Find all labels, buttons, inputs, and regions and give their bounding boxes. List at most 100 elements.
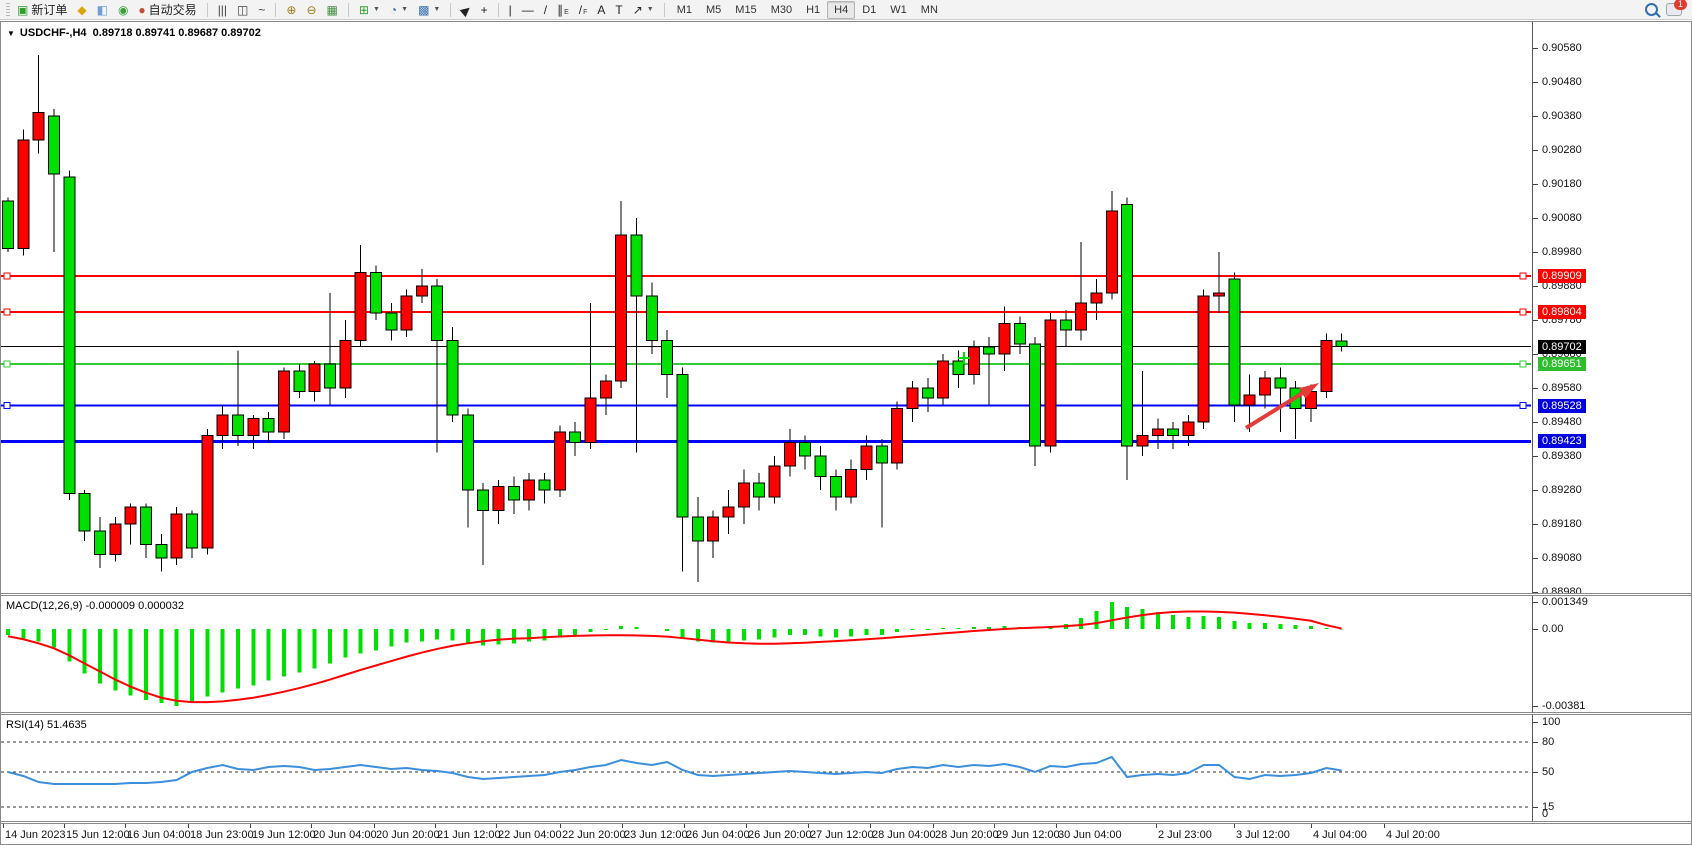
line-chart-icon[interactable]: ~	[253, 2, 270, 18]
toolbar-group-pointer: ▶ +	[456, 0, 492, 20]
macd-panel-divider[interactable]	[1, 593, 1691, 596]
arrows-dropdown-icon[interactable]: ▼	[646, 6, 654, 13]
candle-body-56	[860, 445, 873, 471]
auto-trading-button[interactable]: ● 自动交易	[133, 0, 201, 20]
chat-icon[interactable]: 1	[1666, 0, 1687, 16]
candle-body-28	[431, 285, 444, 341]
fibonacci-icon: /	[578, 2, 583, 17]
new-order-icon: ▣	[17, 2, 29, 17]
candle-body-64	[983, 346, 996, 355]
bar-chart-icon[interactable]: |||	[213, 2, 232, 18]
periods-dropdown-icon[interactable]: ▼	[401, 6, 409, 13]
time-axis[interactable]: 14 Jun 2023 15 Jun 12:00 16 Jun 04:00 18 Ju…	[1, 824, 1691, 844]
time-tick-mark	[188, 824, 189, 828]
templates-icon: ▩	[418, 2, 430, 17]
hline-marker-left-0.89528[interactable]	[3, 402, 11, 410]
candle-body-39	[599, 380, 612, 399]
y-tick-mark	[1533, 388, 1538, 389]
candle-body-62	[952, 360, 965, 375]
new-chart-icon[interactable]: ⊞ ▼	[354, 2, 385, 18]
y-tick-label: 0.90080	[1542, 212, 1582, 224]
periods-icon[interactable]: ◔ ▼	[385, 2, 413, 18]
rsi-plot[interactable]	[1, 715, 1531, 821]
timeframe-h4-button[interactable]: H4	[827, 0, 856, 19]
candle-body-11	[170, 513, 183, 559]
new-chart-dropdown-icon[interactable]: ▼	[372, 6, 380, 13]
y-tick-mark	[1533, 524, 1538, 525]
templates-icon[interactable]: ▩ ▼	[413, 2, 445, 18]
candlestick-chart-icon[interactable]: ◫	[232, 2, 253, 18]
candle-body-31	[477, 489, 490, 511]
tile-windows-icon[interactable]: ▦	[322, 2, 343, 18]
vertical-line-icon[interactable]: |	[504, 2, 517, 18]
candle-body-68	[1044, 319, 1057, 447]
timeframe-m15-button[interactable]: M15	[735, 3, 757, 16]
new-order-button[interactable]: ▣ 新订单	[12, 0, 72, 20]
timeframe-m30-button[interactable]: M30	[770, 3, 793, 16]
timeframe-mn-button[interactable]: MN	[920, 3, 938, 16]
timeframe-m1-button[interactable]: M1	[676, 3, 692, 16]
horizontal-line-icon[interactable]: —	[517, 2, 539, 18]
time-tick-mark	[3, 824, 4, 828]
hline-marker-right-0.89804[interactable]	[1519, 308, 1527, 316]
price-axis[interactable]: 0.90580 0.90480 0.90380 0.90280 0.90180 0.900…	[1533, 24, 1691, 598]
candle-body-79	[1213, 292, 1226, 297]
fibonacci-icon[interactable]: / F	[574, 2, 593, 18]
collapse-icon[interactable]: ▼	[7, 29, 15, 38]
hline-marker-left-0.89909[interactable]	[3, 272, 11, 280]
timeframe-d1-button[interactable]: D1	[862, 3, 877, 16]
macd-values: -0.000009 0.000032	[85, 600, 184, 612]
macd-signal-line	[7, 610, 1342, 704]
candle-body-40	[615, 234, 628, 382]
y-tick-label: 0.90580	[1542, 42, 1582, 54]
navigator-icon[interactable]: ◧	[92, 2, 113, 18]
toolbar-group-drawings: | — / ∥ E / F A T ↗ ▼	[504, 0, 659, 20]
y-tick-label: 0.90380	[1542, 110, 1582, 122]
cursor-icon[interactable]: ▶	[456, 1, 475, 18]
candle-body-35	[538, 479, 551, 491]
y-tick-mark	[1533, 490, 1538, 491]
text-icon[interactable]: A	[592, 2, 610, 18]
candle-body-20	[308, 363, 321, 392]
chat-badge: 1	[1674, 0, 1687, 10]
zoom-in-icon[interactable]: ⊕	[281, 2, 301, 18]
time-tick-label: 21 Jun 12:00	[437, 829, 501, 841]
macd-tick-label: -0.00381	[1542, 700, 1586, 712]
macd-plot[interactable]	[1, 596, 1531, 712]
y-tick-mark	[1533, 150, 1538, 151]
candle-body-38	[584, 397, 597, 443]
candle-body-71	[1090, 292, 1103, 304]
equidistant-channel-icon[interactable]: ∥ E	[552, 2, 574, 18]
market-watch-icon[interactable]: ◆	[72, 2, 91, 18]
candle-body-72	[1105, 210, 1118, 294]
y-tick-mark	[1533, 48, 1538, 49]
hline-marker-left-0.89651[interactable]	[3, 360, 11, 368]
rsi-panel-divider[interactable]	[1, 712, 1691, 715]
toolbar-group-trade: ▣ 新订单 ◆ ◧ ◉ ● 自动交易	[12, 0, 202, 20]
timeframe-m5-button[interactable]: M5	[706, 3, 722, 16]
templates-dropdown-icon[interactable]: ▼	[433, 6, 441, 13]
candle-body-70	[1075, 302, 1088, 331]
timeframe-h1-button[interactable]: H1	[806, 3, 821, 16]
zoom-out-icon[interactable]: ⊖	[301, 2, 321, 18]
search-icon[interactable]	[1645, 3, 1658, 16]
text-label-icon: T	[615, 2, 623, 17]
timeframe-w1-button[interactable]: W1	[890, 3, 907, 16]
candle-body-4	[63, 176, 76, 494]
arrows-icon[interactable]: ↗ ▼	[628, 2, 659, 18]
candle-body-59	[906, 387, 919, 409]
terminal-icon[interactable]: ◉	[113, 2, 133, 18]
hline-marker-left-0.89804[interactable]	[3, 308, 11, 316]
equidistant-channel-icon: ∥	[557, 2, 564, 17]
text-label-icon[interactable]: T	[610, 2, 627, 18]
hline-marker-right-0.89651[interactable]	[1519, 360, 1527, 368]
arrow-annotation-head[interactable]	[1298, 382, 1320, 399]
crosshair-icon[interactable]: +	[476, 2, 493, 18]
candle-body-58	[891, 407, 904, 464]
candle-body-48	[737, 482, 750, 508]
price-chart-plot[interactable]	[1, 24, 1531, 593]
trendline-icon[interactable]: /	[539, 2, 552, 18]
candle-body-18	[277, 370, 290, 433]
hline-marker-right-0.89909[interactable]	[1519, 272, 1527, 280]
hline-marker-right-0.89528[interactable]	[1519, 402, 1527, 410]
